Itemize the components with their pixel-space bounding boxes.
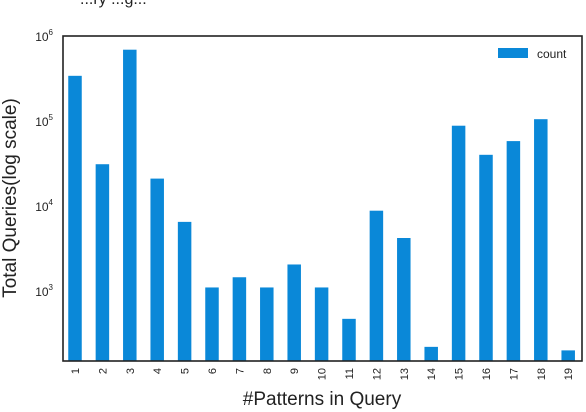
bar-7 [232, 277, 247, 361]
y-tick-labels: 103 104 105 106 [35, 28, 53, 299]
bar-13 [397, 238, 411, 361]
x-tick-label: 1 [70, 368, 82, 374]
x-tick-label: 13 [399, 368, 411, 380]
bar-11 [342, 318, 356, 361]
x-tick-label: 18 [536, 368, 548, 380]
x-tick-label: 16 [481, 368, 493, 380]
plot-frame [62, 35, 583, 362]
x-tick-label: 4 [152, 368, 164, 374]
bar-9 [287, 264, 301, 361]
x-axis-title: #Patterns in Query [243, 389, 402, 410]
legend-swatch [498, 48, 528, 58]
bar-1 [68, 75, 82, 361]
bar-8 [260, 287, 274, 361]
x-tick-label: 17 [508, 368, 520, 380]
x-tick-label: 6 [207, 368, 219, 374]
legend-label: count [537, 47, 567, 61]
bar-12 [369, 210, 384, 361]
y-tick-label: 106 [35, 28, 53, 44]
bar-10 [314, 287, 329, 361]
bar-18 [534, 119, 548, 361]
bar-17 [506, 141, 521, 361]
legend: count [498, 47, 567, 61]
x-tick-label: 8 [262, 368, 274, 374]
y-tick-label: 105 [35, 113, 53, 129]
bar-3 [123, 49, 137, 361]
bar-2 [95, 164, 110, 361]
x-tick-label: 2 [97, 368, 109, 374]
x-tick-label: 15 [454, 368, 466, 380]
bar-19 [561, 350, 575, 361]
x-tick-label: 10 [317, 368, 329, 380]
x-tick-label: 5 [180, 368, 192, 374]
bar-4 [150, 178, 164, 361]
x-tick-label: 14 [426, 368, 438, 380]
clipped-caption: ...ry ...g... [80, 0, 147, 8]
x-tick-label: 9 [289, 368, 301, 374]
bar-5 [177, 221, 192, 361]
bar-14 [424, 346, 438, 361]
x-tick-label: 19 [563, 368, 575, 380]
y-axis-title: Total Queries(log scale) [0, 98, 21, 298]
bar-15 [451, 125, 466, 362]
x-tick-label: 12 [371, 368, 383, 380]
x-tick-label: 3 [125, 368, 137, 374]
y-tick-label: 104 [35, 198, 53, 214]
bar-6 [205, 287, 219, 361]
x-tick-label: 7 [234, 368, 246, 374]
bars-group [68, 49, 575, 362]
bar-16 [479, 154, 493, 361]
y-tick-label: 103 [35, 283, 53, 299]
x-tick-labels: 1 2 3 4 5 6 7 8 9 10 11 12 13 14 15 16 17 18 19 [70, 368, 575, 380]
x-tick-label: 11 [344, 368, 356, 379]
